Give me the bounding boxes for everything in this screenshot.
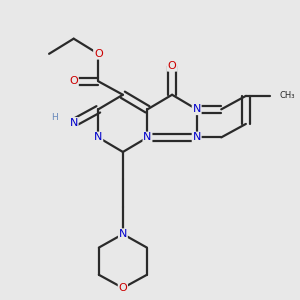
Text: N: N xyxy=(143,132,152,142)
Text: O: O xyxy=(94,49,103,59)
Text: N: N xyxy=(70,118,78,128)
Text: N: N xyxy=(193,104,201,114)
Text: H: H xyxy=(52,113,58,122)
Text: O: O xyxy=(168,61,176,71)
Text: O: O xyxy=(118,283,127,293)
Text: O: O xyxy=(69,76,78,86)
Text: N: N xyxy=(119,229,127,239)
Text: N: N xyxy=(193,132,201,142)
Text: CH₃: CH₃ xyxy=(279,92,295,100)
Text: N: N xyxy=(94,132,103,142)
